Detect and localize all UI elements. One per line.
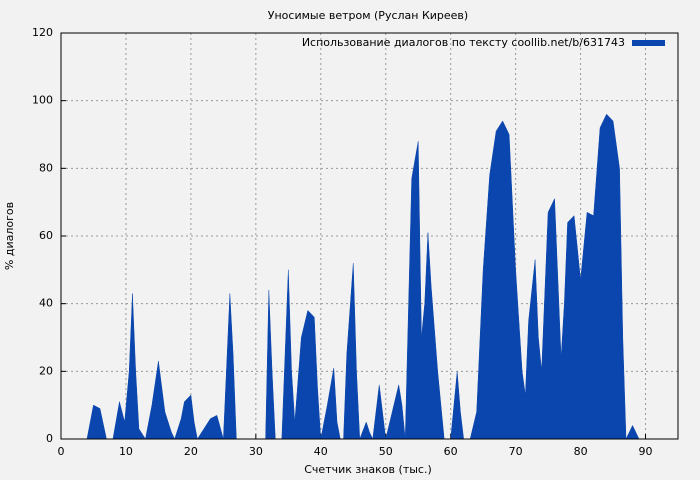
- y-tick-label: 60: [39, 229, 53, 242]
- y-tick-label: 40: [39, 297, 53, 310]
- y-tick-label: 80: [39, 161, 53, 174]
- x-tick-label: 80: [574, 445, 588, 458]
- x-tick-label: 40: [314, 445, 328, 458]
- x-tick-label: 70: [509, 445, 523, 458]
- y-tick-label: 20: [39, 364, 53, 377]
- y-axis-label: % диалогов: [3, 202, 16, 270]
- x-axis-label: Счетчик знаков (тыс.): [304, 463, 432, 476]
- x-tick-label: 60: [444, 445, 458, 458]
- legend-swatch: [632, 40, 665, 46]
- x-tick-label: 90: [639, 445, 653, 458]
- x-tick-label: 10: [119, 445, 133, 458]
- plot-frame: [60, 32, 679, 440]
- x-tick-label: 50: [379, 445, 393, 458]
- legend-label: Использование диалогов по тексту coollib…: [302, 36, 625, 49]
- y-tick-label: 120: [32, 26, 53, 39]
- x-tick-label: 20: [184, 445, 198, 458]
- y-tick-label: 0: [46, 432, 53, 445]
- x-tick-label: 30: [249, 445, 263, 458]
- y-tick-label: 100: [32, 94, 53, 107]
- area: [86, 113, 646, 440]
- x-tick-label: 0: [58, 445, 65, 458]
- chart-title: Уносимые ветром (Руслан Киреев): [268, 9, 468, 22]
